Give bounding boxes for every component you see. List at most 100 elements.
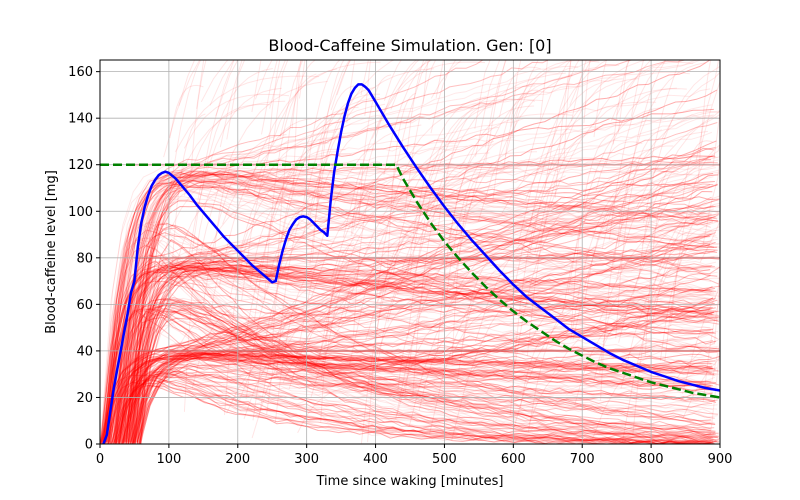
population-trace	[138, 274, 718, 443]
population-trace	[102, 355, 713, 444]
population-trace	[136, 167, 716, 443]
population-trace	[113, 361, 714, 444]
population-trace	[118, 186, 719, 443]
population-trace	[133, 297, 714, 444]
population-trace	[131, 224, 711, 443]
population-trace	[115, 360, 716, 444]
population-trace	[101, 60, 712, 444]
population-trace	[100, 266, 711, 444]
population-trace	[124, 297, 715, 442]
population-trace	[132, 303, 713, 444]
population-trace	[110, 354, 711, 444]
population-trace	[107, 182, 718, 443]
population-trace	[106, 140, 717, 444]
x-tick-label: 300	[294, 452, 319, 467]
population-trace	[138, 364, 718, 444]
x-axis-label: Time since waking [minutes]	[316, 474, 504, 489]
population-trace	[136, 356, 717, 443]
population-trace	[123, 173, 714, 443]
population-trace	[123, 267, 713, 444]
population-trace	[107, 220, 718, 444]
population-trace	[100, 60, 711, 444]
population-trace	[121, 233, 712, 444]
population-trace	[113, 147, 714, 444]
population-trace	[114, 357, 715, 444]
population-trace	[123, 173, 714, 443]
population-trace	[138, 343, 718, 444]
population-trace	[105, 250, 716, 443]
population-trace	[132, 307, 712, 443]
population-trace	[125, 223, 716, 444]
x-axis-ticks: 0 100 200 300 400 500 600 700 800 900	[96, 444, 733, 467]
population-trace	[129, 373, 720, 444]
population-trace	[122, 372, 712, 444]
population-trace	[133, 155, 713, 443]
population-trace	[129, 210, 719, 443]
population-trace	[131, 173, 711, 443]
x-tick-label: 900	[708, 452, 733, 467]
population-trace	[125, 308, 715, 444]
population-trace	[105, 356, 716, 443]
population-trace	[128, 198, 718, 444]
population-trace	[114, 357, 715, 444]
population-trace	[136, 308, 716, 443]
population-trace	[120, 180, 711, 444]
population-trace	[100, 184, 711, 444]
population-trace	[136, 356, 717, 443]
population-trace	[132, 307, 712, 443]
population-trace	[108, 355, 719, 443]
population-trace	[112, 353, 713, 444]
population-trace	[131, 297, 712, 444]
population-trace	[120, 180, 711, 444]
population-trace	[115, 302, 716, 444]
population-trace	[134, 311, 714, 444]
population-trace	[103, 244, 714, 443]
population-trace	[104, 229, 716, 443]
x-tick-label: 500	[432, 452, 457, 467]
population-trace	[133, 155, 713, 443]
population-trace	[113, 147, 714, 444]
population-trace	[120, 275, 711, 444]
population-trace	[115, 360, 716, 444]
population-trace	[102, 355, 713, 444]
population-trace	[136, 351, 716, 444]
population-trace	[119, 264, 720, 444]
population-trace	[100, 374, 711, 444]
population-trace	[115, 241, 716, 444]
population-trace	[117, 299, 718, 443]
population-trace	[100, 60, 711, 444]
population-trace	[113, 260, 714, 444]
population-trace	[127, 304, 718, 442]
population-trace	[110, 265, 710, 444]
population-trace	[127, 304, 718, 442]
population-trace	[114, 302, 715, 444]
population-trace	[139, 214, 719, 444]
population-trace	[118, 174, 719, 444]
population-trace	[132, 310, 712, 444]
population-trace	[118, 368, 719, 444]
population-trace	[124, 375, 715, 444]
population-trace	[132, 353, 712, 444]
population-trace	[130, 233, 711, 442]
population-trace	[138, 317, 718, 444]
population-trace	[104, 213, 715, 444]
population-trace	[131, 180, 712, 444]
population-trace	[127, 181, 718, 444]
population-trace	[126, 282, 716, 442]
population-trace	[107, 356, 718, 444]
population-trace	[120, 332, 711, 444]
population-trace	[103, 170, 714, 444]
population-trace	[112, 304, 713, 444]
population-trace	[132, 310, 712, 444]
population-trace	[103, 176, 714, 444]
population-trace	[104, 229, 716, 443]
population-trace	[134, 108, 714, 444]
population-trace	[131, 224, 711, 443]
population-trace	[127, 205, 718, 444]
population-trace	[112, 181, 712, 443]
population-trace	[108, 159, 719, 444]
population-trace	[118, 174, 719, 444]
population-trace	[126, 380, 717, 444]
population-trace	[117, 299, 718, 443]
population-trace	[100, 353, 711, 444]
